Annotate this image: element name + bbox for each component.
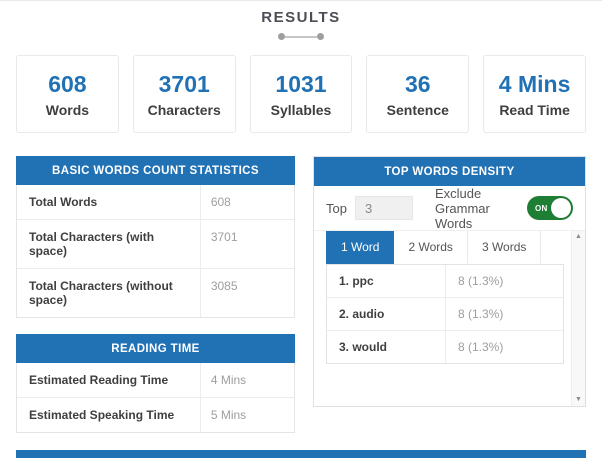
results-header: RESULTS (0, 1, 602, 40)
table-row: Total Words 608 (17, 185, 294, 220)
table-row: Estimated Reading Time 4 Mins (17, 363, 294, 398)
stat-card-sentence: 36 Sentence (366, 55, 470, 133)
basic-words-count-panel: BASIC WORDS COUNT STATISTICS Total Words… (16, 156, 295, 318)
left-column: BASIC WORDS COUNT STATISTICS Total Words… (16, 156, 295, 433)
word-rank-label: 2. audio (339, 307, 385, 321)
stat-value: 608 (48, 70, 87, 97)
basic-words-count-table: Total Words 608 Total Characters (with s… (16, 185, 295, 318)
content-columns: BASIC WORDS COUNT STATISTICS Total Words… (16, 156, 586, 433)
stat-label: Characters (147, 101, 221, 118)
ornament-dot-left-icon (278, 33, 285, 40)
ornament-dot-right-icon (317, 33, 324, 40)
tab-2-words[interactable]: 2 Words (394, 231, 468, 264)
row-label: Total Characters (with space) (29, 230, 155, 258)
table-row: Total Characters (with space) 3701 (17, 220, 294, 269)
exclude-grammar-toggle[interactable]: ON (527, 196, 573, 220)
stat-value: 4 Mins (498, 70, 571, 97)
stat-label: Syllables (270, 101, 332, 118)
stat-value: 1031 (275, 70, 327, 97)
title-ornament (278, 33, 324, 40)
stat-value: 36 (404, 70, 431, 97)
stat-card-characters: 3701 Characters (132, 55, 236, 133)
row-value: 5 Mins (199, 398, 294, 432)
basic-words-count-header: BASIC WORDS COUNT STATISTICS (16, 156, 295, 185)
toggle-state-label: ON (535, 204, 548, 213)
word-count-value: 8 (1.3%) (445, 331, 563, 363)
row-value: 3701 (199, 220, 294, 268)
stat-value: 3701 (158, 70, 210, 97)
scroll-down-icon[interactable]: ▼ (575, 396, 582, 403)
stat-card-syllables: 1031 Syllables (249, 55, 353, 133)
stat-label: Read Time (499, 101, 570, 118)
top-words-density-panel: TOP WORDS DENSITY Top Exclude Grammar Wo… (313, 156, 586, 407)
word-row: 2. audio 8 (1.3%) (327, 298, 563, 331)
word-rank-label: 3. would (339, 340, 387, 354)
stat-card-words: 608 Words (16, 55, 119, 133)
word-row: 1. ppc 8 (1.3%) (327, 265, 563, 298)
tab-1-word[interactable]: 1 Word (326, 231, 395, 264)
stat-cards-row: 608 Words 3701 Characters 1031 Syllables… (16, 55, 586, 133)
scroll-up-icon[interactable]: ▲ (575, 233, 582, 240)
stat-label: Sentence (386, 101, 449, 118)
page-title: RESULTS (261, 9, 341, 26)
stat-label: Words (45, 101, 90, 118)
density-controls: Top Exclude Grammar Words ON (314, 185, 585, 231)
reading-time-table: Estimated Reading Time 4 Mins Estimated … (16, 363, 295, 433)
tab-3-words[interactable]: 3 Words (467, 231, 542, 264)
reading-time-header: READING TIME (16, 334, 295, 363)
toggle-knob (551, 198, 571, 218)
reading-time-panel: READING TIME Estimated Reading Time 4 Mi… (16, 334, 295, 433)
row-label: Estimated Speaking Time (29, 408, 175, 422)
word-count-value: 8 (1.3%) (445, 265, 563, 297)
density-scroll-area: 1 Word 2 Words 3 Words 1. ppc 8 (1.3%) 2… (314, 230, 585, 406)
stat-card-read-time: 4 Mins Read Time (483, 55, 586, 133)
row-value: 608 (199, 185, 294, 219)
row-value: 4 Mins (199, 363, 294, 397)
ornament-line (285, 35, 317, 38)
row-value: 3085 (199, 269, 294, 317)
word-row: 3. would 8 (1.3%) (327, 331, 563, 363)
word-count-value: 8 (1.3%) (445, 298, 563, 330)
top-n-input[interactable] (354, 196, 413, 220)
vertical-scrollbar[interactable]: ▲ ▼ (571, 231, 585, 406)
row-label: Total Characters (without space) (29, 279, 173, 307)
length-statistics-header: LENGTH STATISTICS (16, 450, 586, 458)
length-statistics-panel: LENGTH STATISTICS (16, 450, 586, 458)
word-count-tabs: 1 Word 2 Words 3 Words (326, 231, 585, 264)
top-n-label: Top (326, 200, 347, 216)
top-words-density-header: TOP WORDS DENSITY (314, 157, 585, 186)
exclude-grammar-label: Exclude Grammar Words (434, 185, 490, 231)
row-label: Total Words (29, 195, 98, 209)
row-label: Estimated Reading Time (29, 373, 169, 387)
right-column: TOP WORDS DENSITY Top Exclude Grammar Wo… (313, 156, 586, 407)
table-row: Total Characters (without space) 3085 (17, 269, 294, 317)
word-rank-label: 1. ppc (339, 274, 374, 288)
word-density-table: 1. ppc 8 (1.3%) 2. audio 8 (1.3%) 3. wou… (326, 264, 564, 364)
table-row: Estimated Speaking Time 5 Mins (17, 398, 294, 432)
